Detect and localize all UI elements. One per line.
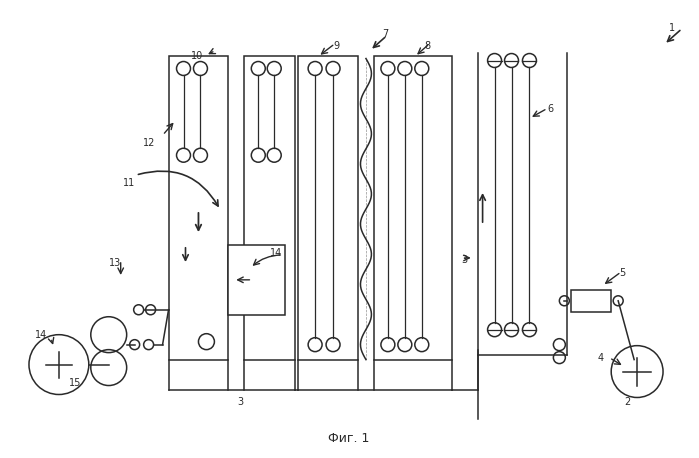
Text: 7: 7 <box>382 28 388 38</box>
Text: 11: 11 <box>123 178 135 188</box>
Bar <box>374 55 452 360</box>
Bar <box>298 55 358 360</box>
Text: 1: 1 <box>669 22 675 33</box>
Bar <box>168 55 229 360</box>
Text: 12: 12 <box>143 138 155 148</box>
Bar <box>571 290 611 312</box>
Text: 9: 9 <box>333 41 339 50</box>
Text: 15: 15 <box>69 377 81 387</box>
Text: 10: 10 <box>192 50 203 60</box>
Text: 6: 6 <box>547 104 554 114</box>
Text: 5: 5 <box>619 268 626 278</box>
Text: 14: 14 <box>271 248 282 258</box>
Text: 3: 3 <box>237 398 243 408</box>
Bar <box>245 55 295 360</box>
Text: Фиг. 1: Фиг. 1 <box>329 432 370 445</box>
Text: 2: 2 <box>624 398 630 408</box>
Text: 8: 8 <box>425 41 431 50</box>
Text: 14: 14 <box>35 330 48 340</box>
Text: 3: 3 <box>461 255 468 265</box>
Bar <box>229 245 285 315</box>
Text: 4: 4 <box>597 353 603 363</box>
Text: 13: 13 <box>109 258 121 268</box>
